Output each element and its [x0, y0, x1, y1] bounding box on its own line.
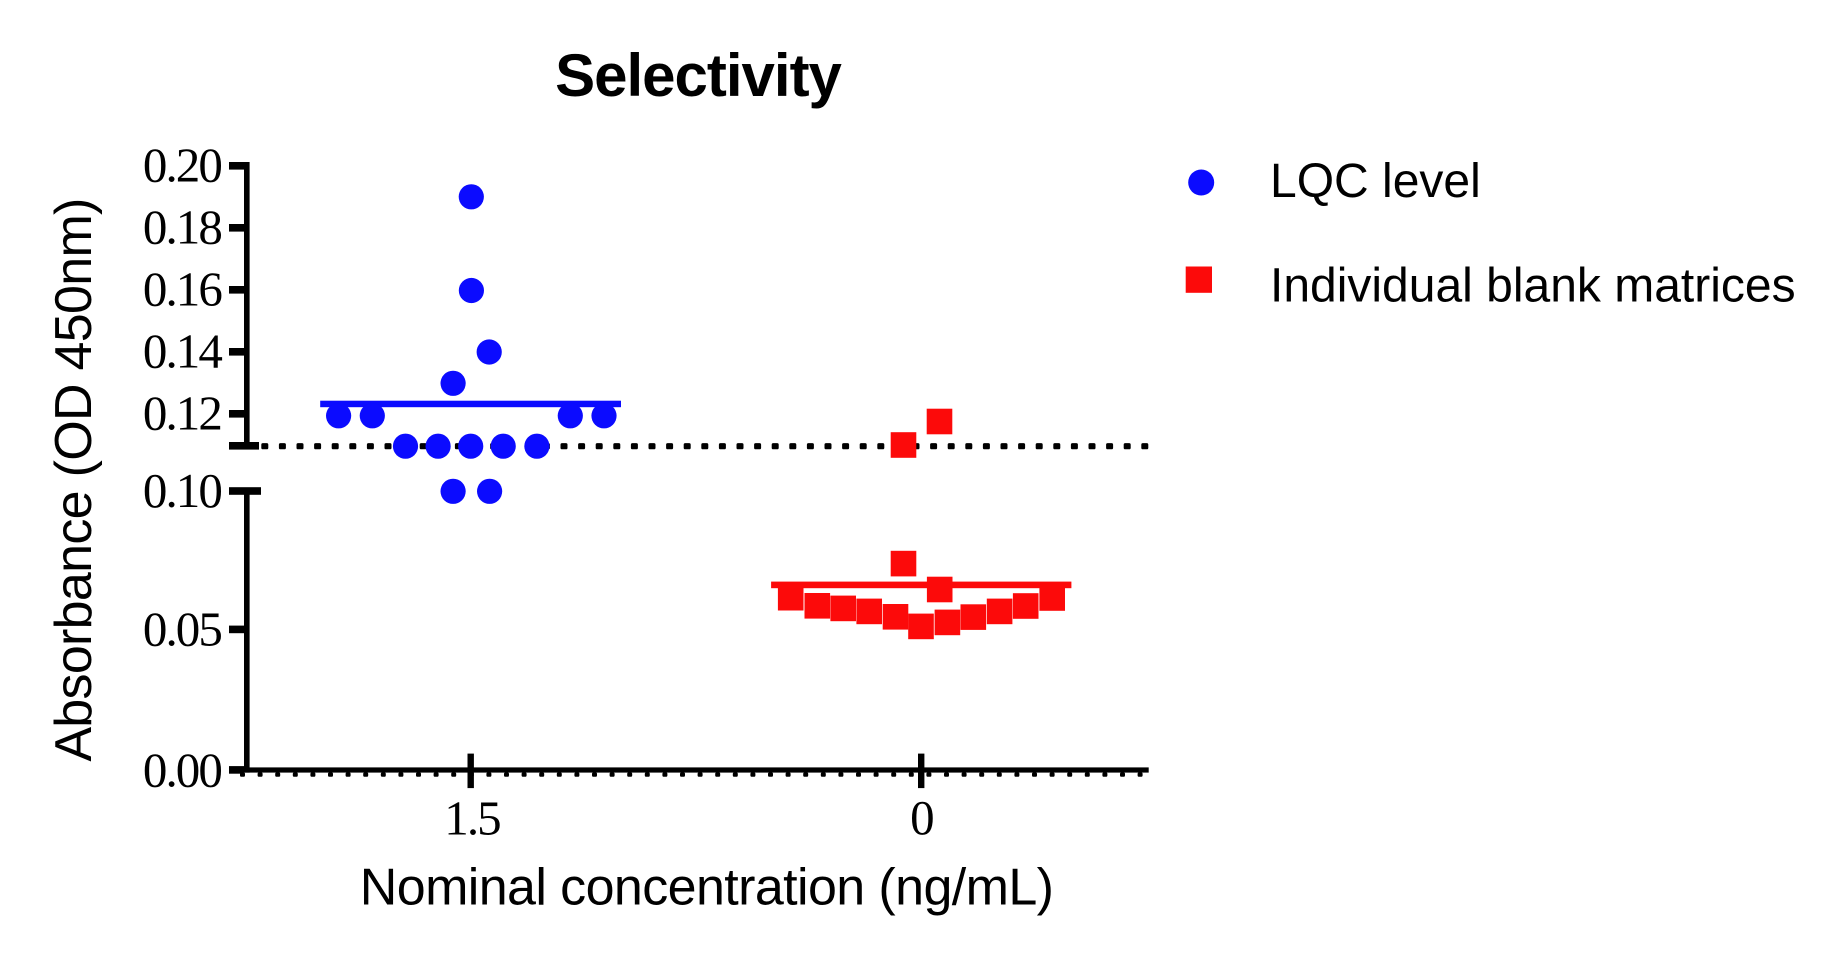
svg-text:Absorbance (OD 450nm): Absorbance (OD 450nm): [45, 198, 103, 761]
svg-text:0.18: 0.18: [143, 199, 222, 254]
svg-text:1.5: 1.5: [444, 791, 500, 846]
svg-text:Selectivity: Selectivity: [555, 42, 842, 109]
svg-text:0.05: 0.05: [143, 601, 222, 656]
svg-text:0.16: 0.16: [143, 261, 223, 316]
svg-text:Nominal concentration (ng/mL): Nominal concentration (ng/mL): [360, 859, 1054, 917]
svg-text:0.20: 0.20: [143, 137, 222, 192]
svg-text:0.10: 0.10: [143, 463, 222, 518]
svg-text:LQC level: LQC level: [1270, 155, 1481, 208]
svg-text:0.12: 0.12: [143, 385, 221, 440]
svg-text:Individual blank matrices: Individual blank matrices: [1270, 260, 1796, 313]
svg-text:0: 0: [910, 790, 933, 845]
svg-text:0.00: 0.00: [143, 743, 222, 798]
svg-text:0.14: 0.14: [143, 323, 223, 378]
